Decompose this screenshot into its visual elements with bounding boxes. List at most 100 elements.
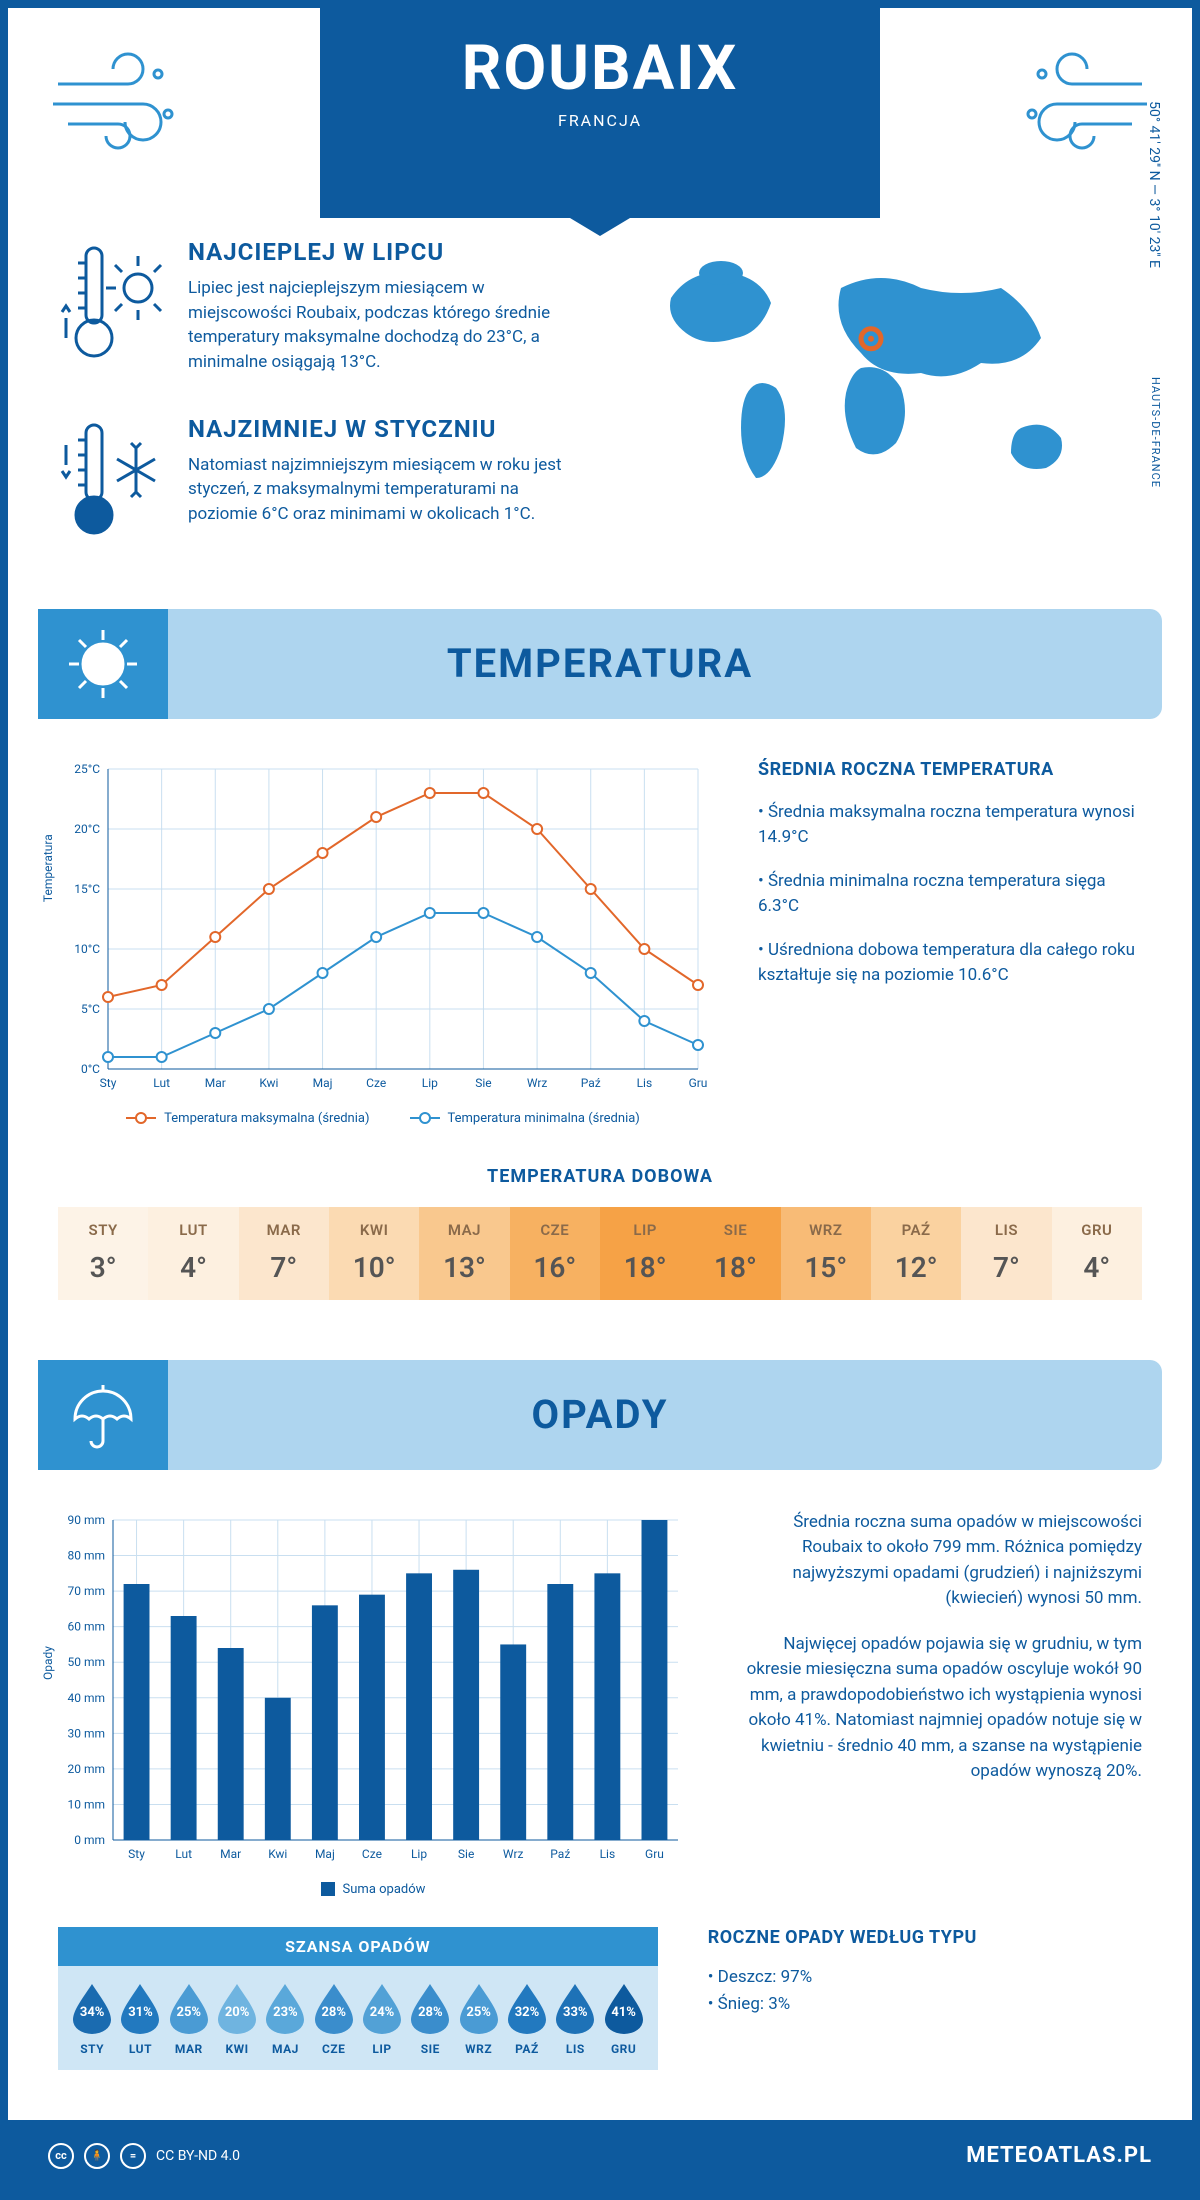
chance-drop: 28%SIE	[406, 1982, 454, 2056]
site-name: METEOATLAS.PL	[966, 2143, 1152, 2168]
intro-section: NAJCIEPLEJ W LIPCU Lipiec jest najcieple…	[8, 218, 1192, 589]
svg-text:Lut: Lut	[153, 1076, 170, 1090]
daily-temp-title: TEMPERATURA DOBOWA	[58, 1166, 1142, 1187]
legend-precip-label: Suma opadów	[343, 1882, 426, 1897]
temp-annual-b2: • Średnia minimalna roczna temperatura s…	[758, 869, 1142, 920]
svg-text:Cze: Cze	[362, 1847, 382, 1861]
svg-text:Maj: Maj	[313, 1076, 333, 1090]
region-label: HAUTS-DE-FRANCE	[1149, 377, 1162, 488]
chance-left: SZANSA OPADÓW 34%STY31%LUT25%MAR20%KWI23…	[58, 1927, 658, 2070]
legend-max-label: Temperatura maksymalna (średnia)	[164, 1111, 369, 1126]
svg-text:Maj: Maj	[315, 1847, 335, 1861]
temperature-heading: TEMPERATURA	[447, 640, 753, 687]
by-icon: 🧍	[84, 2143, 110, 2169]
precipitation-heading: OPADY	[532, 1391, 669, 1438]
country-name: FRANCJA	[320, 111, 880, 130]
daily-temp-cell: GRU4°	[1052, 1207, 1142, 1300]
svg-text:0 mm: 0 mm	[74, 1833, 105, 1847]
svg-text:30 mm: 30 mm	[67, 1726, 105, 1740]
svg-text:Kwi: Kwi	[259, 1076, 278, 1090]
svg-text:Wrz: Wrz	[527, 1076, 548, 1090]
svg-text:Sie: Sie	[458, 1847, 474, 1861]
daily-temp-cell: KWI10°	[329, 1207, 419, 1300]
temperature-legend: Temperatura maksymalna (średnia) Tempera…	[58, 1111, 708, 1126]
svg-text:25°C: 25°C	[74, 762, 100, 776]
svg-text:Sie: Sie	[475, 1076, 491, 1090]
chance-drop: 24%LIP	[358, 1982, 406, 2056]
chance-drop: 32%PAŹ	[503, 1982, 551, 2056]
svg-text:Wrz: Wrz	[503, 1847, 524, 1861]
precipitation-section: Opady 0 mm 10 mm 20 mm 30 mm 40 mm 50 mm 60 mm…	[8, 1480, 1192, 1917]
svg-text:Sty: Sty	[100, 1076, 117, 1090]
precipitation-chart: Opady 0 mm10 mm20 mm30 mm40 mm50 mm60 mm…	[58, 1510, 688, 1897]
daily-temp-cell: LUT4°	[148, 1207, 238, 1300]
svg-text:50 mm: 50 mm	[67, 1655, 105, 1669]
svg-text:5°C: 5°C	[81, 1002, 100, 1016]
svg-text:40 mm: 40 mm	[67, 1690, 105, 1704]
legend-precip: Suma opadów	[321, 1882, 426, 1897]
chance-drops-row: 34%STY31%LUT25%MAR20%KWI23%MAJ28%CZE24%L…	[58, 1966, 658, 2070]
legend-min: Temperatura minimalna (średnia)	[410, 1111, 640, 1126]
svg-text:Lut: Lut	[175, 1847, 192, 1861]
svg-text:20°C: 20°C	[74, 822, 100, 836]
svg-text:80 mm: 80 mm	[67, 1548, 105, 1562]
daily-temp-cell: PAŹ12°	[871, 1207, 961, 1300]
svg-text:20 mm: 20 mm	[67, 1761, 105, 1775]
intro-left: NAJCIEPLEJ W LIPCU Lipiec jest najcieple…	[58, 238, 580, 549]
svg-text:Paź: Paź	[581, 1076, 601, 1090]
temp-annual-b1: • Średnia maksymalna roczna temperatura …	[758, 800, 1142, 851]
wind-decoration-left	[48, 44, 198, 168]
coldest-block: NAJZIMNIEJ W STYCZNIU Natomiast najzimni…	[58, 415, 580, 549]
daily-temp-cell: CZE16°	[510, 1207, 600, 1300]
legend-max: Temperatura maksymalna (średnia)	[126, 1111, 369, 1126]
nd-icon: =	[120, 2143, 146, 2169]
daily-temp-cell: LIS7°	[961, 1207, 1051, 1300]
chance-drop: 25%MAR	[165, 1982, 213, 2056]
svg-text:Paź: Paź	[550, 1847, 570, 1861]
page: ROUBAIX FRANCJA	[0, 0, 1200, 2200]
warmest-text: NAJCIEPLEJ W LIPCU Lipiec jest najcieple…	[188, 238, 580, 375]
temp-y-axis-label: Temperatura	[41, 834, 55, 902]
precip-y-axis-label: Opady	[41, 1646, 55, 1680]
precip-type-rain: • Deszcz: 97%	[708, 1964, 1142, 1991]
daily-temp-strip: STY3°LUT4°MAR7°KWI10°MAJ13°CZE16°LIP18°S…	[58, 1207, 1142, 1300]
chance-drop: 25%WRZ	[455, 1982, 503, 2056]
precipitation-notes: Średnia roczna suma opadów w miejscowośc…	[738, 1510, 1142, 1897]
chance-drop: 20%KWI	[213, 1982, 261, 2056]
header-banner: ROUBAIX FRANCJA	[320, 8, 880, 218]
svg-text:Cze: Cze	[366, 1076, 386, 1090]
chance-drop: 33%LIS	[551, 1982, 599, 2056]
coordinates: 50° 41' 29'' N — 3° 10' 23'' E	[1146, 101, 1162, 268]
temperature-annual-notes: ŚREDNIA ROCZNA TEMPERATURA • Średnia mak…	[758, 759, 1142, 1126]
temp-annual-b3: • Uśredniona dobowa temperatura dla całe…	[758, 938, 1142, 989]
svg-text:Sty: Sty	[128, 1847, 145, 1861]
svg-text:Lip: Lip	[411, 1847, 427, 1861]
chance-drop: 23%MAJ	[261, 1982, 309, 2056]
svg-text:Mar: Mar	[220, 1847, 241, 1861]
coldest-text: NAJZIMNIEJ W STYCZNIU Natomiast najzimni…	[188, 415, 580, 549]
warmest-body: Lipiec jest najcieplejszym miesiącem w m…	[188, 276, 580, 375]
chance-title: SZANSA OPADÓW	[58, 1927, 658, 1966]
svg-text:Gru: Gru	[689, 1076, 708, 1090]
umbrella-icon	[38, 1360, 168, 1470]
daily-temp-cell: SIE18°	[690, 1207, 780, 1300]
temp-annual-title: ŚREDNIA ROCZNA TEMPERATURA	[758, 759, 1142, 780]
svg-text:90 mm: 90 mm	[67, 1513, 105, 1527]
precip-type-block: ROCZNE OPADY WEDŁUG TYPU • Deszcz: 97% •…	[708, 1927, 1142, 2070]
svg-text:10 mm: 10 mm	[67, 1797, 105, 1811]
svg-text:Mar: Mar	[205, 1076, 226, 1090]
cc-icon: cc	[48, 2143, 74, 2169]
precip-type-snow: • Śnieg: 3%	[708, 1991, 1142, 2018]
city-name: ROUBAIX	[320, 32, 880, 105]
svg-text:60 mm: 60 mm	[67, 1619, 105, 1633]
legend-min-label: Temperatura minimalna (średnia)	[448, 1111, 640, 1126]
precipitation-legend: Suma opadów	[58, 1882, 688, 1897]
temperature-section: Temperatura 0°C5°C10°C15°C20°C25°CStyLut…	[8, 729, 1192, 1146]
daily-temp-cell: WRZ15°	[781, 1207, 871, 1300]
sun-icon	[38, 609, 168, 719]
thermometer-cold-icon	[58, 415, 168, 549]
daily-temp-cell: STY3°	[58, 1207, 148, 1300]
chance-drop: 41%GRU	[599, 1982, 647, 2056]
precip-p2: Najwięcej opadów pojawia się w grudniu, …	[738, 1632, 1142, 1785]
thermometer-hot-icon	[58, 238, 168, 375]
